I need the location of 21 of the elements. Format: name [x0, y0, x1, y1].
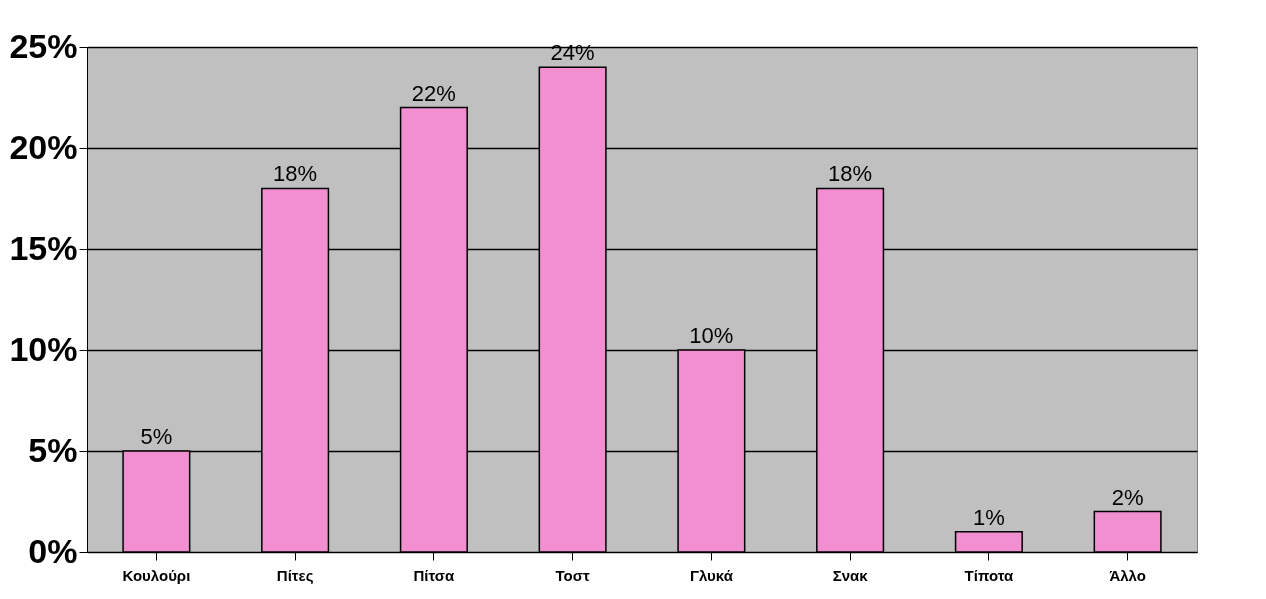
- data-label: 10%: [689, 323, 734, 348]
- y-tick-label: 20%: [9, 127, 78, 166]
- y-tick-label: 10%: [9, 329, 78, 368]
- y-tick-label: 5%: [28, 430, 78, 469]
- y-tick-label: 15%: [9, 228, 78, 267]
- x-tick-label: Άλλο: [1109, 566, 1146, 584]
- data-label: 18%: [273, 161, 318, 187]
- y-tick-label: 25%: [9, 26, 78, 65]
- x-tick-label: Κουλούρι: [122, 566, 191, 584]
- data-label: 2%: [1111, 484, 1144, 510]
- x-tick-label: Πίτσα: [413, 566, 456, 584]
- x-tick-label: Πίτες: [276, 566, 314, 584]
- data-label: 1%: [972, 504, 1005, 530]
- data-label: 5%: [140, 424, 173, 449]
- data-label: 18%: [828, 161, 873, 187]
- data-label: 22%: [411, 80, 456, 106]
- x-tick-label: Τοστ: [555, 566, 591, 584]
- x-tick-label: Γλυκά: [689, 566, 734, 584]
- y-tick-label: 0%: [28, 531, 78, 570]
- x-tick-label: Τίποτα: [964, 566, 1014, 584]
- x-tick-label: Σνακ: [832, 566, 869, 584]
